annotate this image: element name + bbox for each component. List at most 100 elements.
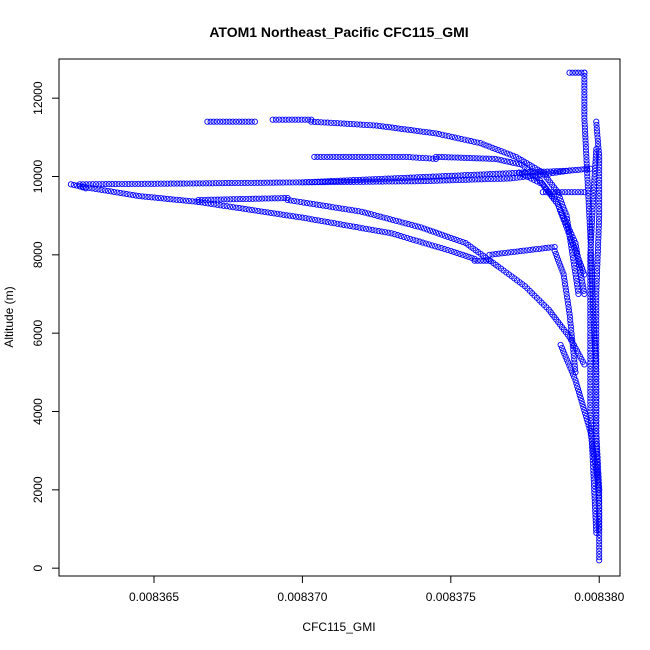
data-point xyxy=(432,243,439,250)
data-point xyxy=(345,206,352,213)
data-point xyxy=(76,183,83,190)
data-point xyxy=(264,209,271,216)
data-point xyxy=(196,180,203,187)
data-point xyxy=(517,248,524,255)
data-point xyxy=(586,425,593,432)
data-point xyxy=(470,155,477,162)
data-point xyxy=(581,189,588,196)
data-point xyxy=(584,165,591,172)
data-point xyxy=(394,232,401,239)
data-point xyxy=(571,356,578,363)
data-point xyxy=(586,225,594,232)
data-point xyxy=(596,538,603,545)
data-point xyxy=(349,207,356,214)
data-point xyxy=(589,297,596,304)
data-point xyxy=(344,120,351,127)
data-point xyxy=(579,265,586,272)
data-point xyxy=(271,195,278,202)
data-point xyxy=(353,224,360,231)
data-point xyxy=(287,197,294,204)
data-point xyxy=(193,180,200,187)
data-point xyxy=(331,177,338,185)
data-point xyxy=(92,185,99,192)
data-point xyxy=(584,419,591,426)
data-point xyxy=(359,225,366,232)
data-point xyxy=(592,356,599,363)
data-point xyxy=(423,155,430,162)
data-point xyxy=(258,208,265,215)
data-point xyxy=(558,344,565,351)
data-point xyxy=(530,176,537,183)
data-point xyxy=(99,181,106,188)
data-point xyxy=(311,153,318,160)
data-point xyxy=(161,180,168,187)
data-point xyxy=(272,116,279,123)
data-point xyxy=(588,271,595,278)
data-point xyxy=(126,191,133,198)
data-point xyxy=(233,196,240,203)
data-point xyxy=(395,125,402,132)
data-point xyxy=(582,147,590,154)
data-point xyxy=(252,207,259,214)
data-point xyxy=(587,333,594,340)
data-point xyxy=(189,198,196,205)
data-point xyxy=(303,200,310,207)
data-point xyxy=(587,165,594,172)
data-point xyxy=(496,170,503,177)
data-point xyxy=(589,199,597,206)
data-point xyxy=(563,287,570,294)
data-point xyxy=(552,189,559,196)
data-point xyxy=(591,333,598,340)
data-point xyxy=(480,171,487,178)
data-point xyxy=(397,233,404,240)
data-point xyxy=(566,310,573,317)
data-point xyxy=(589,443,596,450)
data-point xyxy=(483,257,490,264)
data-point xyxy=(387,153,394,160)
data-point xyxy=(558,265,565,272)
data-point xyxy=(385,175,392,182)
data-point xyxy=(593,414,600,422)
data-point xyxy=(580,284,587,291)
data-point xyxy=(135,180,142,187)
data-point xyxy=(376,122,383,130)
y-tick-label: 10000 xyxy=(31,159,45,193)
data-point xyxy=(128,180,135,187)
data-point xyxy=(586,219,593,226)
data-point xyxy=(593,287,600,294)
data-point xyxy=(148,194,155,201)
data-point xyxy=(596,554,603,561)
data-point xyxy=(514,248,521,255)
data-point xyxy=(593,529,600,536)
x-tick-label: 0.008375 xyxy=(426,590,476,604)
data-point xyxy=(545,244,552,251)
data-point xyxy=(327,119,334,126)
data-point xyxy=(498,250,505,257)
data-point xyxy=(396,218,403,225)
data-point xyxy=(588,255,595,262)
data-point xyxy=(539,189,546,196)
data-point xyxy=(377,153,384,160)
data-point xyxy=(296,214,303,221)
y-tick-label: 8000 xyxy=(31,241,45,268)
data-point xyxy=(592,504,599,511)
data-point xyxy=(436,153,443,161)
data-point xyxy=(286,212,293,219)
data-point xyxy=(414,127,421,134)
data-point xyxy=(426,227,434,234)
data-point xyxy=(401,174,408,181)
data-point xyxy=(590,323,597,330)
data-point xyxy=(262,195,269,202)
data-point xyxy=(592,507,599,515)
data-point xyxy=(230,196,237,203)
data-point xyxy=(587,379,594,386)
data-point xyxy=(588,268,595,275)
data-point xyxy=(593,392,600,399)
data-point xyxy=(570,349,577,356)
data-point xyxy=(589,202,596,209)
data-point xyxy=(587,238,594,245)
data-point xyxy=(280,179,287,186)
data-point xyxy=(566,69,573,76)
data-point xyxy=(254,179,261,186)
data-point xyxy=(587,401,594,409)
